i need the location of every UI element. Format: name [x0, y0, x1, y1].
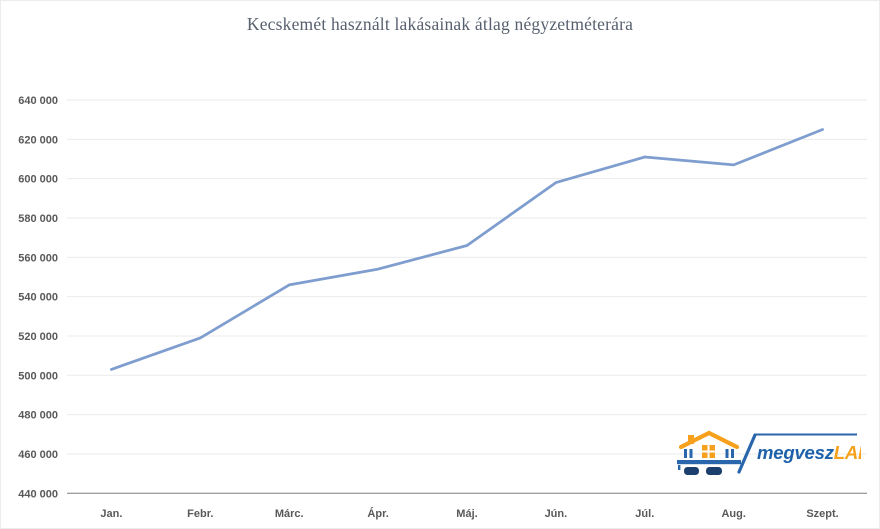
x-tick-label: Szept.	[806, 508, 838, 520]
logo-text-megvesz: megvesz	[757, 442, 835, 463]
x-tick-label: Márc.	[275, 508, 304, 520]
y-tick-label: 640 000	[18, 95, 58, 107]
y-tick-label: 560 000	[18, 252, 58, 264]
x-tick-label: Aug.	[721, 508, 745, 520]
y-tick-label: 540 000	[18, 292, 58, 304]
megveszlak-logo[interactable]: megveszLAK.hu	[671, 429, 861, 479]
y-tick-label: 440 000	[18, 488, 58, 500]
logo-text-lak: LAK	[834, 442, 861, 463]
price-line-series	[110, 128, 824, 371]
y-tick-label: 500 000	[18, 370, 58, 382]
y-tick-label: 600 000	[18, 174, 58, 186]
x-tick-label: Jan.	[100, 508, 122, 520]
x-tick-label: Febr.	[187, 508, 213, 520]
y-tick-label: 580 000	[18, 213, 58, 225]
y-tick-label: 480 000	[18, 410, 58, 422]
y-tick-label: 460 000	[18, 449, 58, 461]
chart-title: Kecskemét használt lakásainak átlag négy…	[246, 14, 634, 34]
logo-slash	[737, 433, 757, 474]
logo-wordmark: megveszLAK.hu	[757, 442, 861, 463]
x-tick-label: Ápr.	[367, 507, 388, 520]
x-tick-label: Máj.	[456, 508, 477, 520]
y-tick-label: 520 000	[18, 331, 58, 343]
x-tick-label: Júl.	[635, 508, 654, 520]
x-tick-label: Jún.	[545, 508, 568, 520]
y-tick-label: 620 000	[18, 134, 58, 146]
house-on-cart-icon	[677, 430, 741, 475]
